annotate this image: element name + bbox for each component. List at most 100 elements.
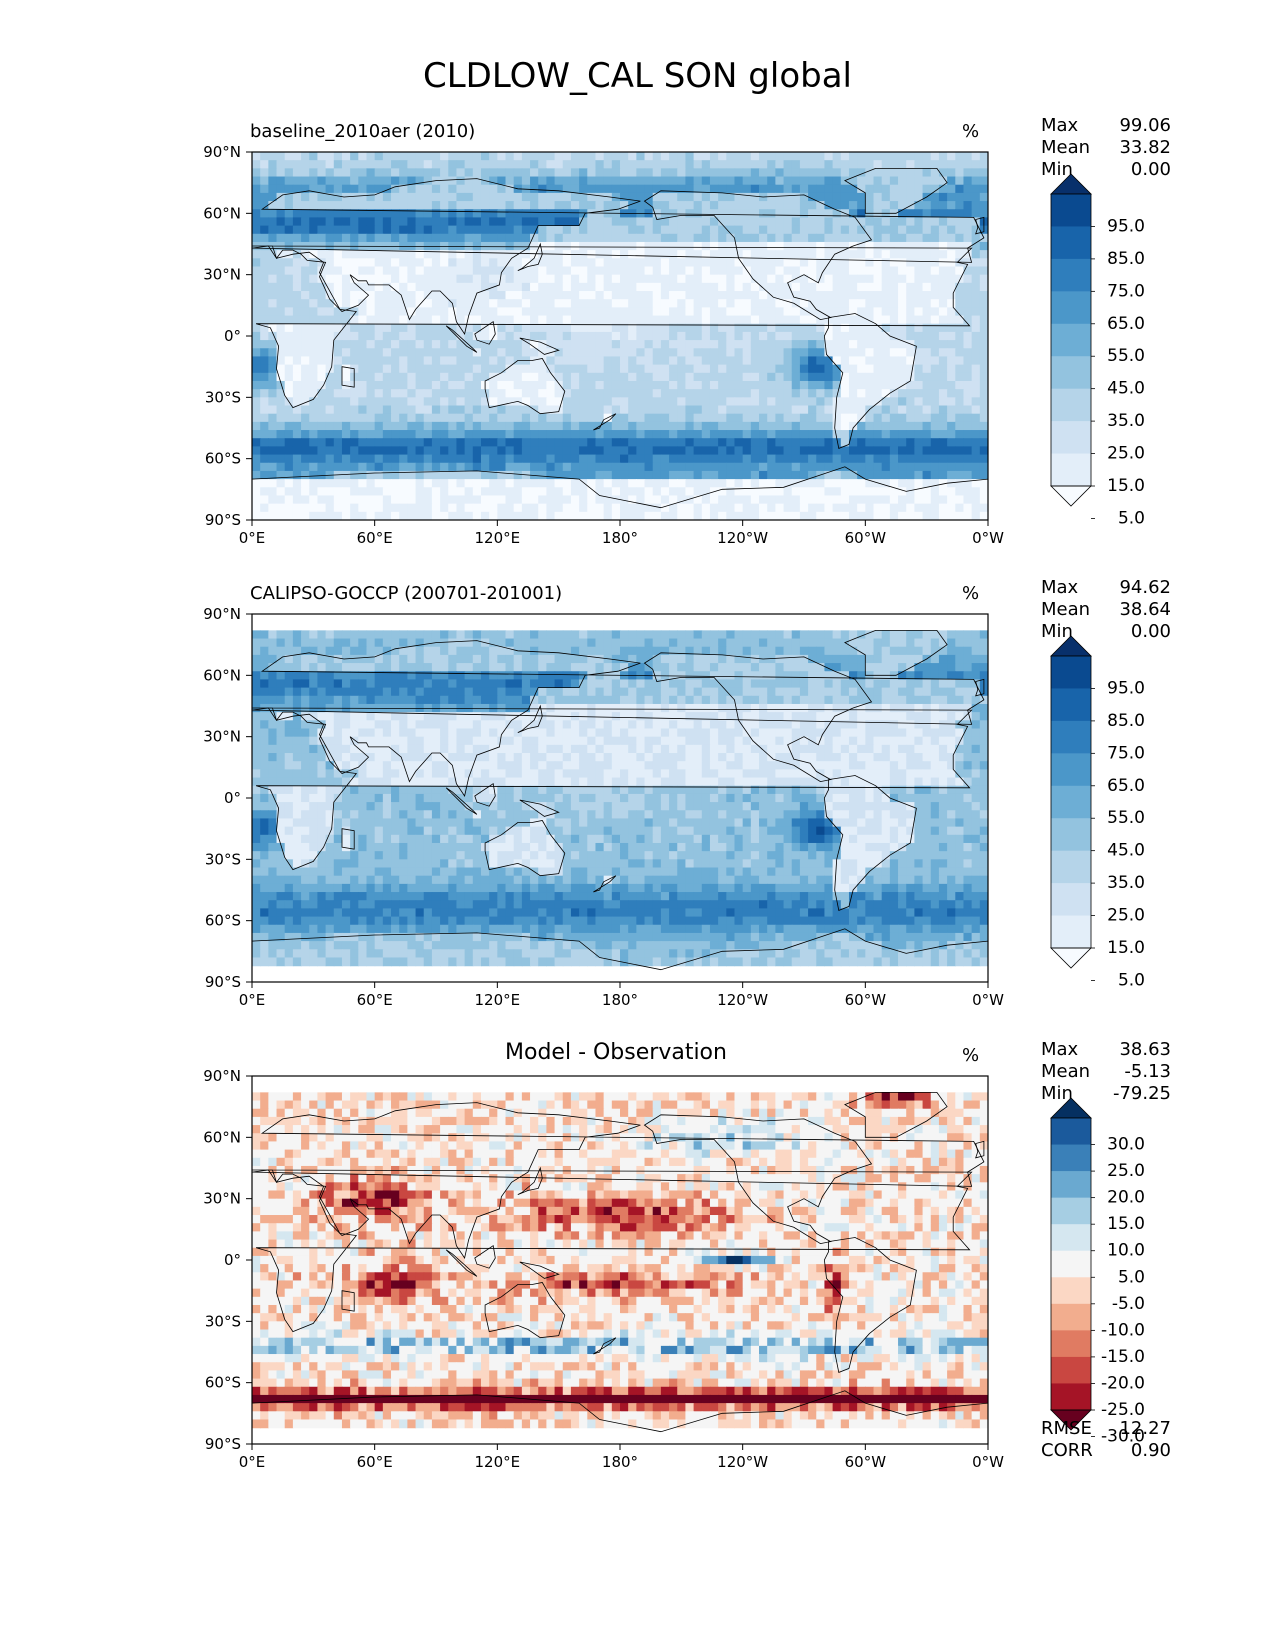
map-cell xyxy=(848,152,858,161)
map-cell xyxy=(791,454,801,464)
map-cell xyxy=(693,511,703,520)
map-cell xyxy=(938,397,948,407)
map-cell xyxy=(366,315,376,325)
map-cell xyxy=(284,331,294,341)
map-cell xyxy=(472,503,482,513)
map-cell xyxy=(898,511,907,520)
map-cell xyxy=(570,389,580,398)
map-cell xyxy=(816,454,826,464)
map-cell xyxy=(922,348,932,358)
map-cell xyxy=(472,291,482,300)
map-cell xyxy=(963,380,973,390)
map-cell xyxy=(505,446,515,456)
map-cell xyxy=(767,389,776,398)
map-cell xyxy=(799,291,809,300)
map-cell xyxy=(628,315,637,325)
map-cell xyxy=(955,168,965,178)
map-cell xyxy=(562,176,572,186)
map-cell xyxy=(824,291,834,300)
map-cell xyxy=(930,233,940,243)
map-cell xyxy=(554,241,564,251)
map-cell xyxy=(791,331,801,341)
map-cell xyxy=(881,225,891,235)
map-cell xyxy=(374,348,384,358)
map-cell xyxy=(669,389,678,398)
map-cell xyxy=(906,291,915,300)
map-cell xyxy=(759,250,768,259)
map-cell xyxy=(513,479,523,488)
map-cell xyxy=(824,446,834,456)
map-cell xyxy=(685,201,695,210)
map-cell xyxy=(947,201,956,210)
map-cell xyxy=(644,462,654,472)
map-cell xyxy=(750,315,760,325)
map-cell xyxy=(464,225,474,235)
map-cell xyxy=(341,511,351,520)
map-cell xyxy=(750,348,760,358)
map-cell xyxy=(971,299,981,308)
map-cell xyxy=(472,479,482,488)
map-cell xyxy=(603,176,613,186)
map-cell xyxy=(775,160,785,169)
map-cell xyxy=(652,413,662,423)
map-cell xyxy=(660,413,670,423)
map-cell xyxy=(480,356,490,366)
map-cell xyxy=(906,421,915,431)
map-cell xyxy=(587,495,597,505)
map-cell xyxy=(570,274,580,284)
map-cell xyxy=(628,274,637,284)
map-cell xyxy=(489,258,498,268)
map-cell xyxy=(808,184,817,194)
map-cell xyxy=(816,291,826,300)
map-cell xyxy=(783,454,793,464)
map-cell xyxy=(644,282,654,292)
map-cell xyxy=(750,495,760,505)
map-cell xyxy=(415,160,425,169)
map-cell xyxy=(546,413,556,423)
map-cell xyxy=(734,225,744,235)
map-cell xyxy=(922,511,932,520)
map-cell xyxy=(938,348,948,358)
map-cell xyxy=(808,217,817,227)
map-cell xyxy=(480,168,490,178)
map-cell xyxy=(570,315,580,325)
map-cell xyxy=(759,438,768,447)
map-cell xyxy=(440,160,449,169)
map-cell xyxy=(677,470,687,480)
map-cell xyxy=(808,380,817,390)
map-cell xyxy=(857,258,866,268)
map-cell xyxy=(595,389,605,398)
map-cell xyxy=(726,291,736,300)
map-cell xyxy=(922,356,932,366)
map-cell xyxy=(881,160,891,169)
map-cell xyxy=(628,340,637,349)
map-cell xyxy=(464,397,474,407)
map-cell xyxy=(955,462,965,472)
map-cell xyxy=(333,217,343,227)
map-cell xyxy=(284,511,294,520)
map-cell xyxy=(456,209,466,219)
map-cell xyxy=(636,291,646,300)
map-cell xyxy=(489,184,498,194)
map-cell xyxy=(783,511,793,520)
map-cell xyxy=(628,487,637,497)
map-cell xyxy=(538,209,547,219)
map-cell xyxy=(718,511,727,520)
map-cell xyxy=(726,160,736,169)
map-cell xyxy=(726,438,736,447)
map-cell xyxy=(750,340,760,349)
map-cell xyxy=(407,168,417,178)
map-cell xyxy=(685,152,695,161)
map-cell xyxy=(979,274,988,284)
map-cell xyxy=(620,233,629,243)
map-cell xyxy=(603,274,613,284)
map-cell xyxy=(276,503,286,513)
map-cell xyxy=(415,176,425,186)
map-cell xyxy=(963,307,973,317)
map-cell xyxy=(783,438,793,447)
map-cell xyxy=(480,258,490,268)
map-cell xyxy=(816,217,826,227)
map-cell xyxy=(570,291,580,300)
map-cell xyxy=(652,225,662,235)
map-cell xyxy=(718,184,727,194)
